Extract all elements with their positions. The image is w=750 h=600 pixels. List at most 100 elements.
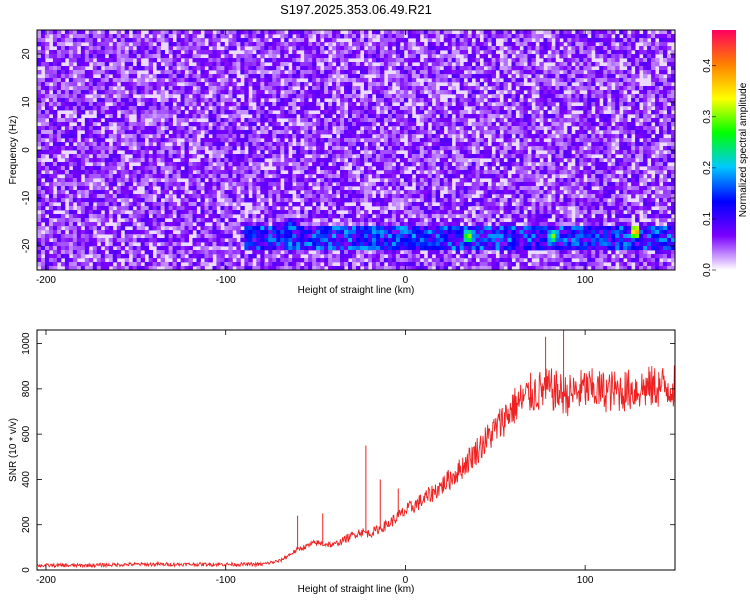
spectrogram-cell: [136, 218, 142, 223]
spectrogram-cell: [148, 90, 154, 95]
spectrogram-cell: [383, 62, 389, 67]
spectrogram-cell: [128, 238, 134, 243]
spectrogram-cell: [212, 34, 217, 39]
spectrogram-cell: [96, 246, 102, 251]
spectrogram-cell: [371, 258, 377, 263]
spectrogram-cell: [128, 230, 134, 235]
spectrogram-cell: [395, 166, 401, 171]
spectrogram-cell: [200, 254, 205, 259]
spectrogram-cell: [236, 106, 241, 111]
spectrogram-cell: [280, 94, 285, 99]
spectrogram-cell: [188, 266, 193, 270]
spectrogram-cell: [395, 154, 401, 159]
spectrogram-cell: [224, 62, 229, 67]
spectrogram-cell: [168, 42, 173, 47]
spectrogram-cell: [184, 42, 189, 47]
spectrogram-cell: [180, 70, 185, 75]
spectrogram-cell: [411, 262, 417, 267]
spectrogram-cell: [244, 198, 249, 203]
spectrogram-cell: [296, 126, 301, 131]
spectrogram-cell: [419, 70, 425, 75]
spectrogram-cell: [268, 206, 273, 211]
spectrogram-cell: [72, 230, 78, 235]
spectrogram-cell: [212, 94, 217, 99]
spectrogram-cell: [224, 146, 229, 151]
spectrogram-cell: [220, 90, 225, 95]
spectrogram-cell: [196, 182, 201, 187]
spectrogram-cell: [371, 138, 377, 143]
spectrogram-cell: [124, 162, 130, 167]
spectrogram-cell: [116, 34, 122, 39]
spectrogram-cell: [272, 170, 277, 175]
spectrogram-cell: [328, 170, 333, 175]
spectrogram-cell: [160, 82, 165, 87]
spectrogram-cell: [328, 174, 333, 179]
spectrogram-cell: [236, 114, 241, 119]
spectrogram-cell: [76, 86, 82, 91]
spectrogram-cell: [76, 78, 82, 83]
spectrogram-cell: [268, 182, 273, 187]
spectrogram-cell: [120, 110, 126, 115]
spectrogram-cell: [268, 102, 273, 107]
spectrogram-cell: [431, 250, 437, 255]
spectrogram-cell: [367, 218, 373, 223]
spectrogram-cell: [332, 178, 337, 183]
spectrogram-cell: [120, 186, 126, 191]
spectrogram-cell: [37, 166, 42, 171]
spectrogram-cell: [128, 250, 134, 255]
spectrogram-cell: [324, 238, 329, 243]
spectrogram-cell: [212, 266, 217, 270]
spectrogram-cell: [140, 150, 146, 155]
spectrogram-cell: [124, 30, 130, 35]
spectrogram-cell: [140, 94, 146, 99]
spectrogram-cell: [308, 178, 313, 183]
spectrogram-cell: [172, 62, 177, 67]
spectrogram-cell: [320, 250, 325, 255]
spectrogram-cell: [64, 242, 70, 247]
spectrogram-cell: [232, 110, 237, 115]
spectrogram-cell: [439, 142, 445, 147]
spectrogram-cell: [180, 62, 185, 67]
spectrogram-cell: [180, 174, 185, 179]
spectrogram-cell: [216, 94, 221, 99]
spectrogram-cell: [312, 138, 317, 143]
spectrogram-cell: [232, 130, 237, 135]
spectrogram-cell: [204, 166, 209, 171]
spectrogram-cell: [344, 214, 349, 219]
spectrogram-cell: [104, 206, 110, 211]
spectrogram-cell: [184, 114, 189, 119]
spectrogram-cell: [403, 58, 409, 63]
spectrogram-cell: [88, 170, 94, 175]
spectrogram-cell: [395, 110, 401, 115]
spectrogram-cell: [280, 166, 285, 171]
spectrogram-cell: [359, 146, 365, 151]
spectrogram-cell: [148, 222, 154, 227]
spectrogram-cell: [108, 118, 114, 123]
spectrogram-cell: [411, 66, 417, 71]
spectrogram-cell: [363, 98, 369, 103]
spectrogram-cell: [316, 242, 321, 247]
spectrogram-cell: [120, 178, 126, 183]
spectrogram-cell: [312, 262, 317, 267]
spectrogram-cell: [312, 194, 317, 199]
spectrogram-cell: [367, 130, 373, 135]
spectrogram-cell: [132, 82, 138, 87]
spectrogram-cell: [104, 66, 110, 71]
spectrogram-cell: [216, 246, 221, 251]
spectrogram-cell: [431, 234, 437, 239]
spectrogram-cell: [132, 86, 138, 91]
spectrogram-cell: [256, 94, 261, 99]
spectrogram-cell: [379, 250, 385, 255]
spectrogram-cell: [88, 34, 94, 39]
spectrogram-cell: [212, 174, 217, 179]
spectrogram-cell: [411, 130, 417, 135]
spectrogram-cell: [120, 174, 126, 179]
spectrogram-cell: [120, 46, 126, 51]
spectrogram-cell: [204, 122, 209, 127]
spectrogram-cell: [164, 162, 169, 167]
spectrogram-cell: [340, 126, 345, 131]
spectrogram-cell: [403, 98, 409, 103]
spectrogram-cell: [212, 74, 217, 79]
spectrogram-cell: [403, 182, 409, 187]
spectrogram-cell: [220, 122, 225, 127]
